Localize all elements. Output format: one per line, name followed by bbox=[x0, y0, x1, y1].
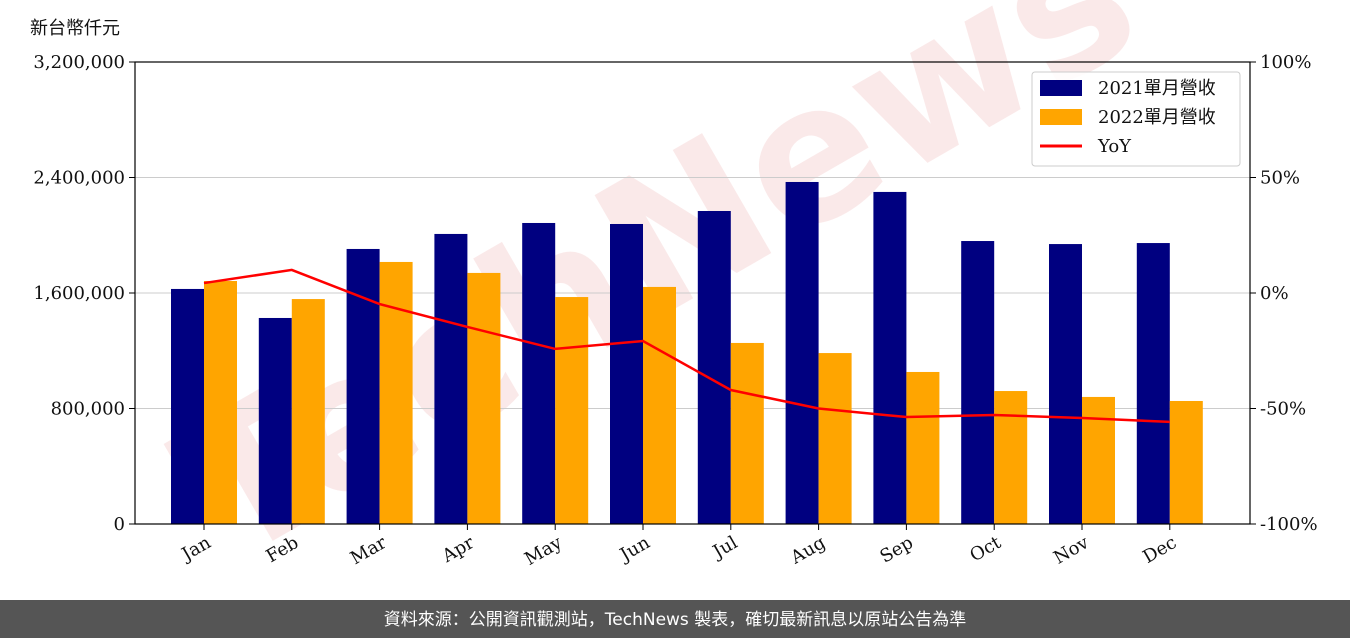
x-tick-label: Jul bbox=[708, 532, 742, 564]
bar bbox=[346, 248, 380, 524]
bar bbox=[434, 233, 468, 524]
bar bbox=[1136, 243, 1170, 524]
bar bbox=[379, 261, 413, 524]
bar bbox=[785, 181, 819, 524]
bar bbox=[1049, 244, 1082, 524]
bar bbox=[994, 391, 1028, 524]
bar bbox=[906, 371, 940, 524]
legend-box bbox=[1031, 71, 1241, 167]
line bbox=[203, 268, 1170, 424]
y2-tick-label: 50% bbox=[1260, 168, 1300, 189]
x-tick-label: May bbox=[521, 532, 566, 570]
y-tick-label: 0 bbox=[114, 514, 125, 535]
bar bbox=[697, 210, 731, 524]
y2-tick-label: -50% bbox=[1260, 399, 1306, 420]
legend-label: 2022單月營收 bbox=[1098, 107, 1216, 128]
bar bbox=[643, 286, 676, 524]
y-tick-label: 1,600,000 bbox=[33, 283, 125, 304]
x-tick-label: Dec bbox=[1139, 532, 1180, 568]
bar bbox=[467, 272, 501, 524]
source-note: 資料來源：公開資訊觀測站，TechNews 製表，確切最新訊息以原站公告為準 bbox=[384, 610, 966, 630]
y2-tick-label: 0% bbox=[1260, 283, 1289, 304]
bar bbox=[730, 342, 764, 524]
legend-swatch bbox=[1040, 80, 1082, 96]
bar bbox=[291, 299, 325, 524]
y2-tick-label: 100% bbox=[1260, 52, 1311, 73]
x-tick-label: Nov bbox=[1050, 532, 1093, 569]
x-tick-label: Jun bbox=[615, 532, 654, 567]
bar bbox=[610, 223, 643, 524]
x-tick-label: Sep bbox=[877, 532, 917, 567]
bar bbox=[873, 191, 907, 524]
x-tick-label: Jan bbox=[177, 532, 215, 566]
x-tick-label: Oct bbox=[966, 532, 1005, 567]
bar bbox=[522, 222, 556, 524]
y-tick-label: 3,200,000 bbox=[33, 52, 125, 73]
legend-swatch bbox=[1040, 109, 1082, 125]
bar bbox=[1082, 396, 1115, 524]
y-tick-label: 2,400,000 bbox=[33, 168, 125, 189]
bar bbox=[818, 353, 852, 524]
y-axis-label: 新台幣仟元 bbox=[30, 18, 120, 39]
y2-tick-label: -100% bbox=[1260, 514, 1318, 535]
bar bbox=[1169, 400, 1203, 524]
bar bbox=[204, 281, 237, 524]
x-tick-label: Apr bbox=[438, 532, 478, 567]
bar bbox=[555, 297, 589, 524]
x-tick-label: Aug bbox=[786, 532, 829, 569]
legend-label: YoY bbox=[1097, 136, 1132, 157]
bar bbox=[961, 241, 995, 524]
bar bbox=[258, 317, 292, 524]
plot-frame bbox=[134, 61, 1251, 525]
bar bbox=[171, 288, 204, 524]
legend-label: 2021單月營收 bbox=[1098, 78, 1216, 99]
y-tick-label: 800,000 bbox=[51, 399, 125, 420]
footer-bar bbox=[0, 600, 1350, 638]
